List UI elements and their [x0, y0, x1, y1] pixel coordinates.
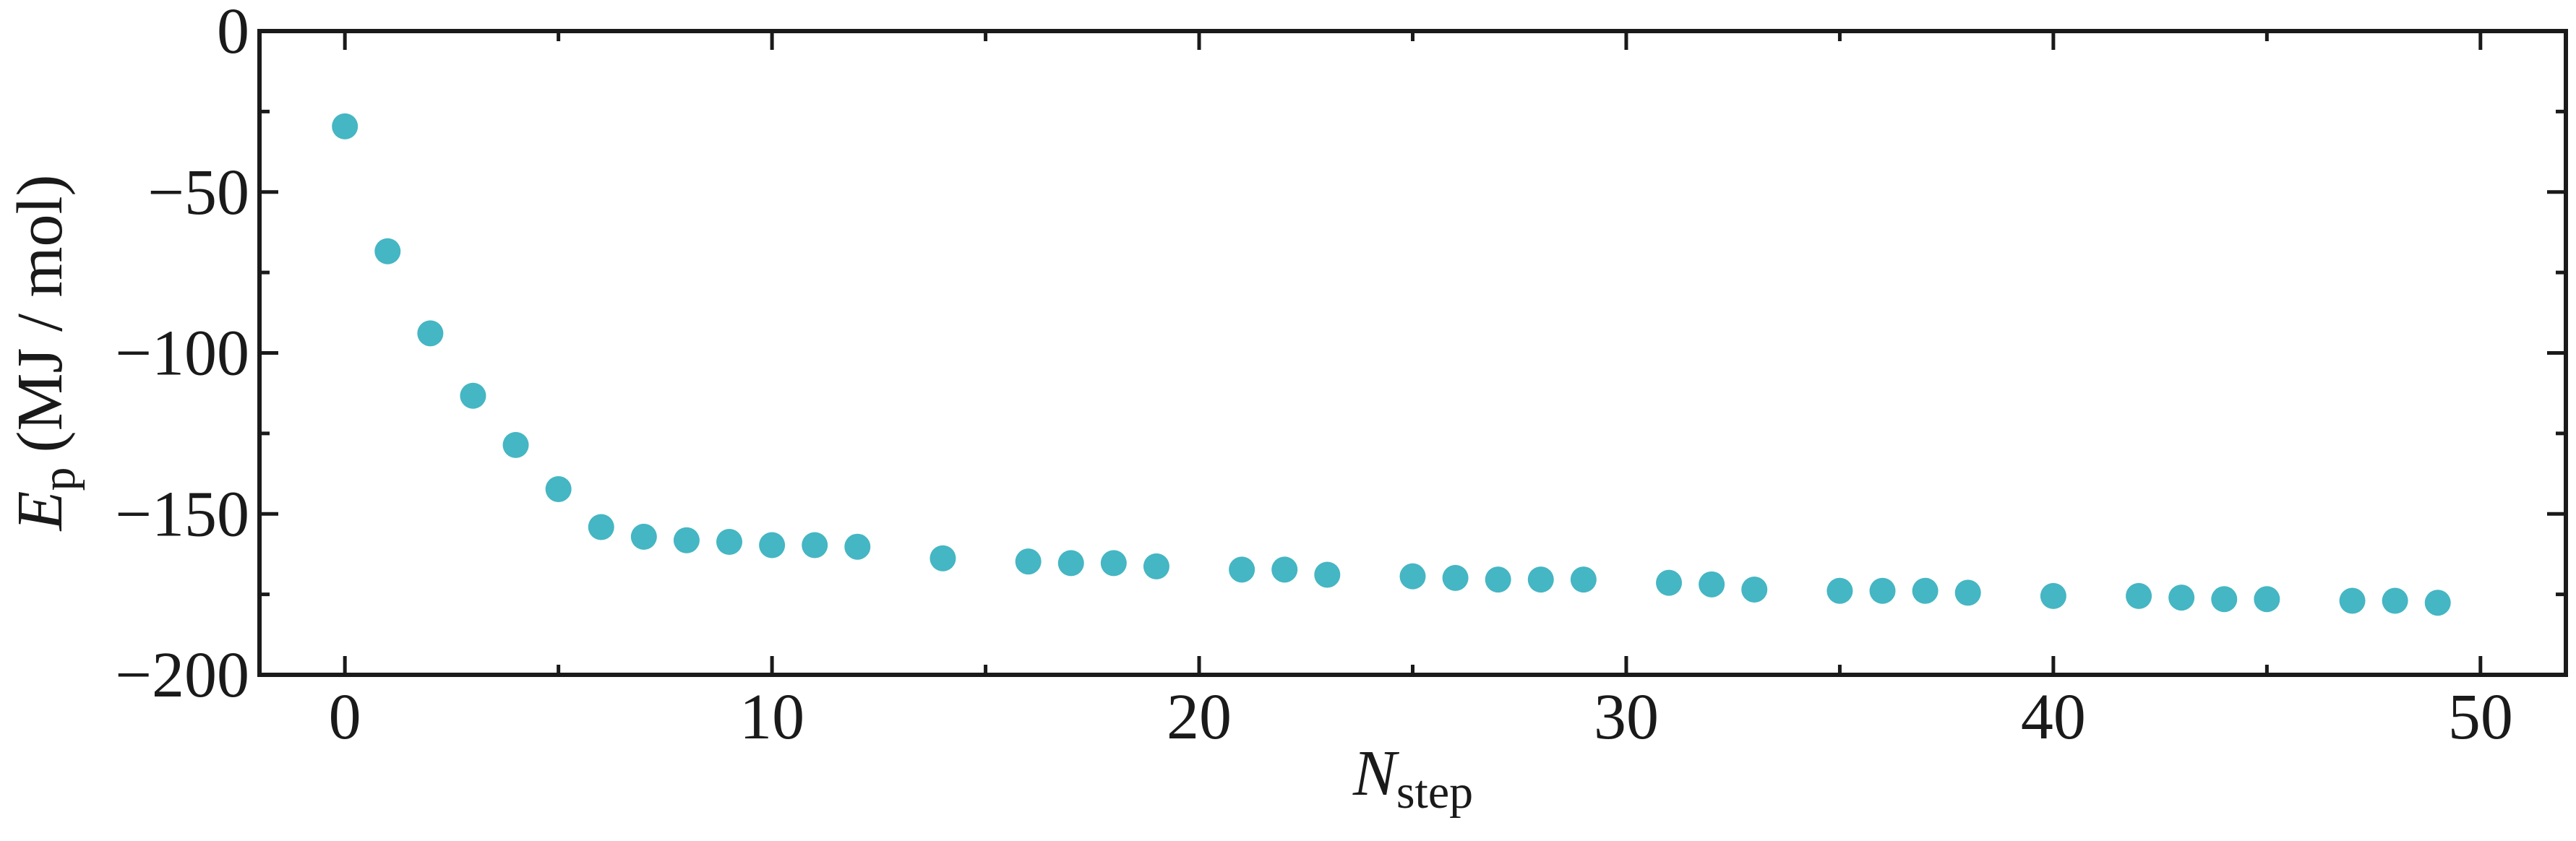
point [2424, 590, 2451, 616]
point [1314, 561, 1341, 588]
point [1399, 563, 1426, 590]
point [673, 527, 700, 553]
x-tick-label: 40 [2021, 681, 2086, 753]
point [630, 523, 657, 550]
point [1271, 556, 1298, 583]
point [417, 320, 444, 347]
point [1229, 556, 1255, 583]
point [332, 113, 359, 139]
y-label-sub: p [33, 467, 85, 491]
point [588, 514, 614, 540]
x-tick-label: 50 [2448, 681, 2513, 753]
point [844, 533, 871, 560]
point [1570, 566, 1597, 593]
point [2040, 582, 2066, 609]
point [1485, 566, 1511, 593]
x-tick-label: 20 [1167, 681, 1232, 753]
point [1527, 566, 1554, 593]
point [2211, 586, 2238, 613]
point [1015, 548, 1042, 575]
point [802, 532, 828, 558]
y-tick-label: −100 [115, 318, 249, 389]
point [374, 238, 401, 264]
point [929, 545, 956, 572]
point [716, 529, 743, 556]
point [2254, 586, 2280, 613]
plot-frame [257, 29, 2568, 677]
y-tick-label: −50 [147, 157, 249, 228]
x-axis-label: Nstep [1352, 738, 1473, 819]
point [1699, 571, 1725, 598]
x-tick-label: 30 [1594, 681, 1659, 753]
point [502, 431, 529, 458]
point [1442, 564, 1469, 591]
point [1912, 577, 1939, 604]
y-tick-label: −150 [115, 478, 249, 550]
point [1656, 569, 1683, 596]
x-tick-label: 10 [739, 681, 804, 753]
point [1869, 577, 1896, 604]
x-tick-label: 0 [329, 681, 361, 753]
point [1100, 550, 1127, 577]
x-label-sub: step [1396, 766, 1473, 819]
point [2126, 582, 2152, 609]
point [2339, 587, 2366, 614]
point [1143, 553, 1169, 579]
point [1826, 577, 1853, 604]
y-tick-label: 0 [217, 0, 249, 67]
point [1057, 550, 1084, 577]
point [545, 475, 572, 502]
point [1954, 579, 1981, 606]
y-label-unit: (MJ / mol) [4, 175, 76, 453]
y-axis-label: Ep (MJ / mol) [4, 175, 85, 532]
point [2382, 587, 2408, 614]
x-label-main: N [1352, 738, 1400, 809]
point [460, 382, 486, 409]
point [2168, 585, 2195, 611]
y-tick-label: −200 [115, 639, 249, 711]
point [759, 532, 786, 558]
point [1741, 576, 1768, 603]
y-label-main: E [4, 491, 76, 532]
